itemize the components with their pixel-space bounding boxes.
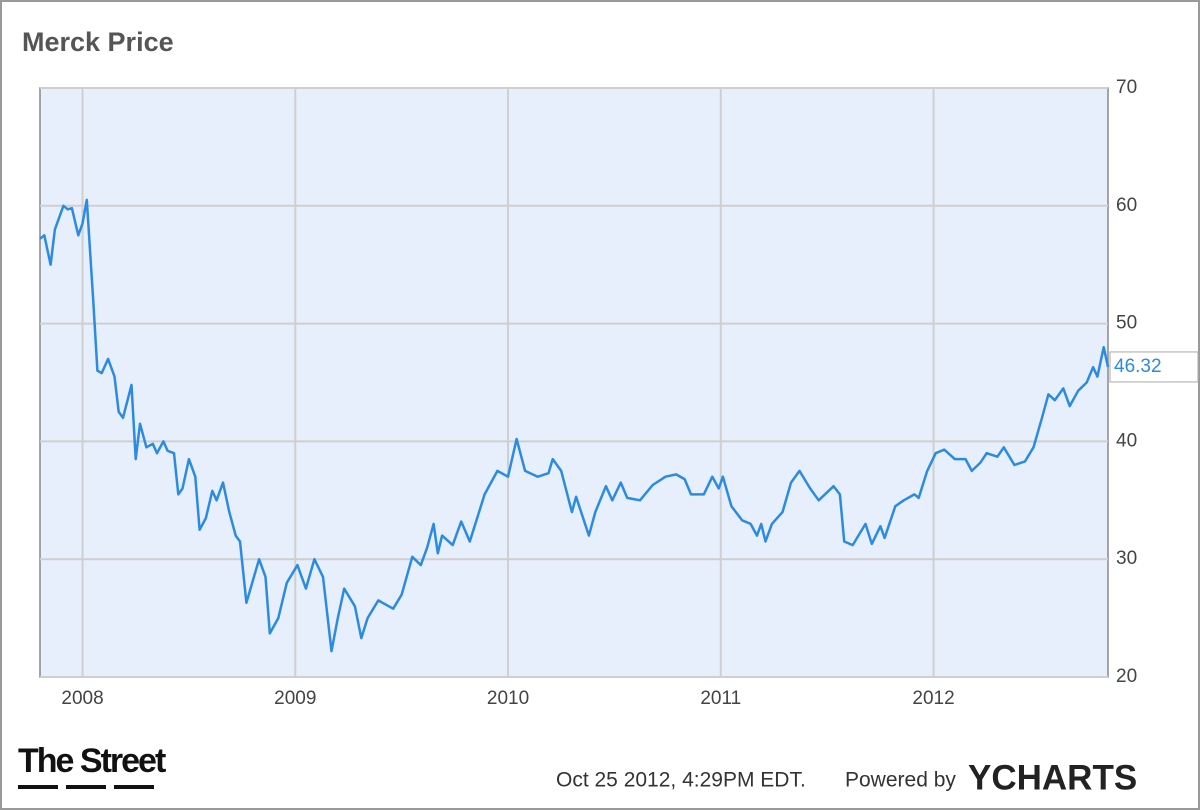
x-tick-label: 2011 — [700, 688, 741, 709]
timestamp: Oct 25 2012, 4:29PM EDT. — [556, 769, 806, 792]
chart-title: Merck Price — [22, 27, 174, 57]
plot-area — [39, 87, 1109, 678]
price-line — [39, 198, 1110, 653]
y-tick-label: 60 — [1116, 195, 1137, 216]
brand-underline — [18, 785, 154, 789]
x-tick-label: 2008 — [61, 688, 103, 709]
x-tick-label: 2012 — [912, 688, 954, 709]
x-tick-label: 2010 — [487, 688, 529, 709]
grid — [40, 87, 1108, 678]
brand: The Street — [18, 742, 166, 780]
logo: YCHARTS — [968, 758, 1137, 797]
powered-by: Powered by — [845, 769, 956, 792]
y-tick-label: 70 — [1116, 77, 1137, 98]
y-tick-label: 40 — [1116, 430, 1137, 451]
y-tick-label: 30 — [1116, 548, 1137, 569]
y-tick-label: 20 — [1116, 666, 1137, 687]
marks — [39, 198, 1110, 653]
y-tick-label: 50 — [1116, 313, 1137, 334]
x-tick-label: 2009 — [274, 688, 316, 709]
last-value-label: 46.32 — [1114, 356, 1162, 377]
last-value-box — [1109, 351, 1199, 383]
